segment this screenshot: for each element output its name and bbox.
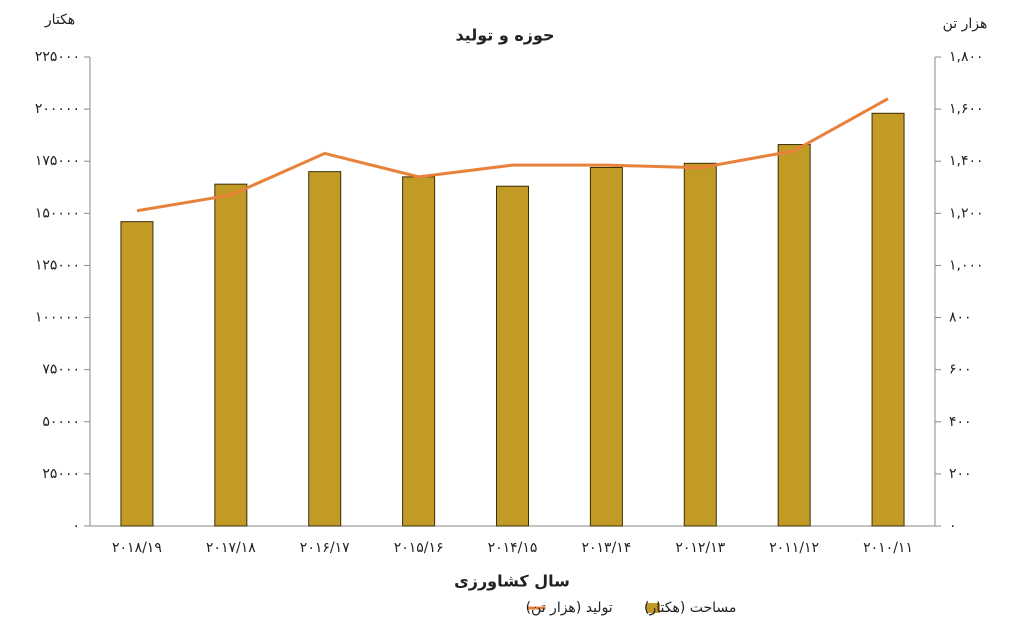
y2-tick-label: ۱,۲۰۰ xyxy=(949,205,984,221)
x-tick-label: ۲۰۱۷/۱۸ xyxy=(206,540,256,556)
y2-tick-label: ۱,۶۰۰ xyxy=(949,101,984,117)
y-tick-label: ۱۲۵۰۰۰ xyxy=(35,257,80,273)
bar xyxy=(683,162,717,527)
x-tick-label: ۲۰۱۰/۱۱ xyxy=(863,540,913,556)
x-tick-label: ۲۰۱۳/۱۴ xyxy=(581,540,631,556)
y-tick-label: ۱۵۰۰۰۰ xyxy=(35,205,80,221)
y2-tick-label: ۸۰۰ xyxy=(949,310,972,326)
y2-tick-label: ۶۰۰ xyxy=(949,362,972,378)
y2-tick-label: ۴۰۰ xyxy=(949,414,972,430)
y-tick-label: ۲۵۰۰۰ xyxy=(42,466,80,482)
line xyxy=(136,97,889,213)
x-tick-label: ۲۰۱۸/۱۹ xyxy=(112,540,162,556)
legend-swatch xyxy=(646,603,660,613)
y-tick-label: ۱۰۰۰۰۰ xyxy=(35,310,80,326)
y-tick-label: ۱۷۵۰۰۰ xyxy=(35,153,80,169)
y2-tick-label: ۰ xyxy=(949,518,957,534)
x-tick-label: ۲۰۱۴/۱۵ xyxy=(488,540,538,556)
y2-tick-label: ۲۰۰ xyxy=(949,466,972,482)
bar xyxy=(214,183,248,527)
y-tick-label: ۰ xyxy=(72,518,80,534)
chart-title: حوزه و تولید xyxy=(455,26,554,45)
x-tick-label: ۲۰۱۵/۱۶ xyxy=(394,540,444,556)
bar xyxy=(777,144,811,527)
bar xyxy=(496,185,529,527)
x-tick-label: ۲۰۱۶/۱۷ xyxy=(300,540,350,556)
y2-tick-label: ۱,۸۰۰ xyxy=(949,49,984,65)
y2-axis-title: هزار تن xyxy=(943,16,988,32)
bar xyxy=(589,166,623,527)
x-axis-title: سال کشاورزی xyxy=(454,572,570,591)
bar xyxy=(308,171,342,527)
y-tick-label: ۷۵۰۰۰ xyxy=(42,362,80,378)
x-tick-label: ۲۰۱۲/۱۳ xyxy=(675,540,725,556)
y2-tick-label: ۱,۰۰۰ xyxy=(949,257,984,273)
bar xyxy=(120,221,154,527)
y-tick-label: ۲۲۵۰۰۰ xyxy=(35,49,80,65)
bar xyxy=(402,176,436,527)
y-tick-label: ۵۰۰۰۰ xyxy=(42,414,80,430)
y-axis-title: هکتار xyxy=(44,12,75,28)
x-tick-label: ۲۰۱۱/۱۲ xyxy=(769,540,819,556)
y-tick-label: ۲۰۰۰۰۰ xyxy=(35,101,80,117)
bar xyxy=(871,112,905,527)
legend-label: مساحت (هکتار) xyxy=(644,600,736,616)
legend-label: تولید (هزار تن) xyxy=(526,600,613,616)
y2-tick-label: ۱,۴۰۰ xyxy=(949,153,984,169)
